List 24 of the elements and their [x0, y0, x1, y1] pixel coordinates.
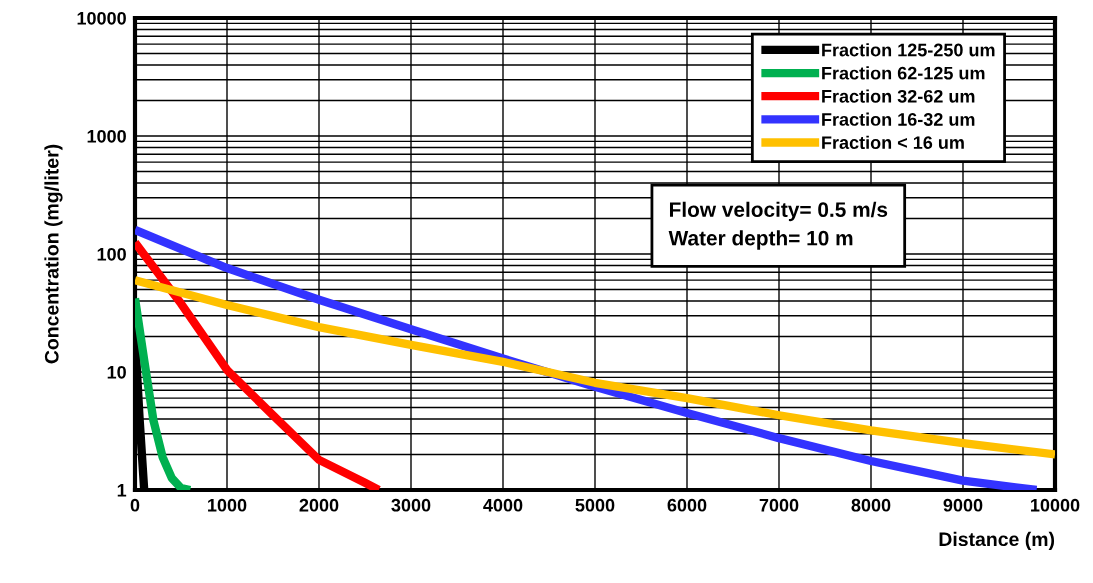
- y-tick-label: 1000: [87, 129, 126, 143]
- x-tick-label: 3000: [391, 498, 431, 512]
- x-tick-label: 6000: [667, 498, 707, 512]
- legend-label: Fraction 16-32 um: [822, 112, 975, 126]
- legend-label: Fraction < 16 um: [822, 135, 964, 149]
- annotation: Flow velocity= 0.5 m/s Water depth= 10 m: [668, 201, 888, 250]
- legend-label: Fraction 62-125 um: [822, 66, 985, 80]
- x-tick-label: 5000: [575, 498, 615, 512]
- x-axis-title: Distance (m): [939, 531, 1055, 550]
- legend-label: Fraction 32-62 um: [822, 89, 975, 103]
- x-tick-label: 1000: [208, 498, 247, 512]
- y-tick-label: 1: [117, 484, 127, 497]
- x-tick-label: 7000: [759, 498, 799, 512]
- x-tick-label: 2000: [299, 498, 339, 512]
- x-tick-label: 8000: [851, 498, 891, 512]
- y-tick-label: 10000: [77, 11, 126, 25]
- x-tick-label: 4000: [483, 498, 523, 512]
- y-tick-label: 10: [107, 365, 126, 379]
- y-axis-title: Concentration (mg/liter): [44, 144, 63, 364]
- y-tick-label: 100: [97, 247, 126, 261]
- x-tick-label: 9000: [943, 498, 983, 512]
- x-tick-label: 10000: [1031, 498, 1080, 512]
- x-tick-label: 0: [130, 498, 140, 512]
- legend-label: Fraction 125-250 um: [822, 43, 995, 57]
